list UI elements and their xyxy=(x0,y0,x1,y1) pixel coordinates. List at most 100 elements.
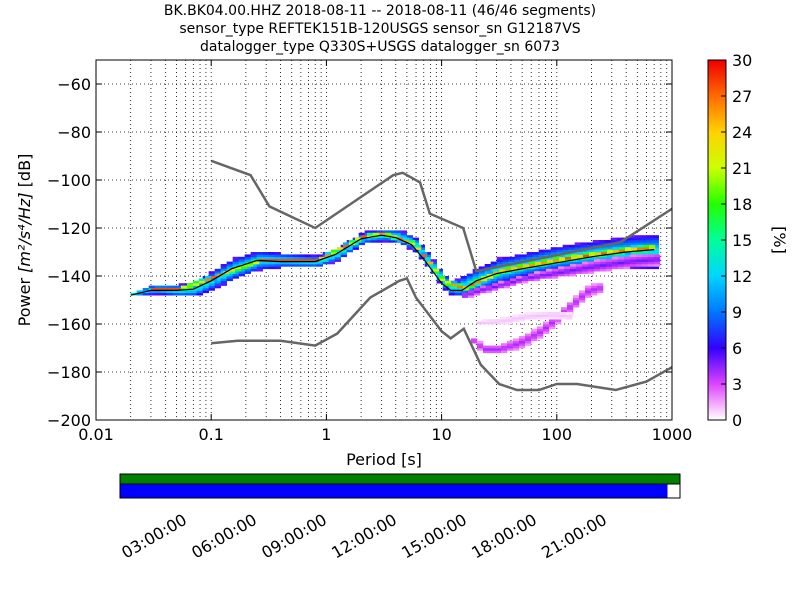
density-cell xyxy=(294,259,302,262)
density-cell xyxy=(641,256,649,260)
density-cell xyxy=(587,264,595,267)
density-cell xyxy=(262,261,269,265)
density-cell xyxy=(274,266,281,270)
density-cell xyxy=(192,280,200,284)
density-cell xyxy=(232,259,239,262)
density-cell xyxy=(514,256,521,260)
density-cell xyxy=(426,261,434,265)
density-cell xyxy=(551,271,559,274)
density-cell xyxy=(561,309,568,313)
density-cell xyxy=(642,244,650,248)
density-cell xyxy=(328,256,335,260)
density-cell xyxy=(462,288,470,291)
density-cell xyxy=(430,261,437,265)
density-cell xyxy=(448,288,455,291)
mode-curve xyxy=(130,234,655,296)
density-cell xyxy=(408,242,416,246)
density-cell xyxy=(617,256,625,260)
density-cell xyxy=(624,252,632,255)
density-cell xyxy=(467,292,475,296)
density-cell xyxy=(563,268,571,272)
density-cell xyxy=(545,271,553,274)
density-cell xyxy=(330,249,338,253)
density-cell xyxy=(491,288,499,291)
density-cell xyxy=(226,278,233,282)
density-cell xyxy=(592,242,599,246)
density-cell xyxy=(580,244,587,248)
density-cell xyxy=(575,271,583,274)
density-cell xyxy=(562,247,569,250)
y-tick-label: −200 xyxy=(47,411,91,430)
density-cell xyxy=(576,254,584,258)
density-cell xyxy=(641,264,649,267)
density-cell xyxy=(544,264,551,267)
density-cell xyxy=(196,288,203,291)
density-cell xyxy=(606,249,614,253)
density-cell xyxy=(477,343,484,346)
density-cell xyxy=(610,240,617,243)
density-cell xyxy=(503,280,511,284)
density-cell xyxy=(178,290,185,294)
density-cell xyxy=(190,290,197,294)
density-cell xyxy=(316,264,323,267)
density-cell xyxy=(298,256,305,260)
density-cell xyxy=(498,268,506,272)
density-cell xyxy=(494,321,501,325)
density-cell xyxy=(192,283,200,286)
density-cell xyxy=(298,254,305,258)
density-cell xyxy=(484,264,491,267)
density-cell xyxy=(400,230,407,234)
density-cell xyxy=(496,256,503,260)
density-cell xyxy=(502,256,509,260)
density-cell xyxy=(310,254,317,258)
density-cell xyxy=(466,288,473,291)
density-cell xyxy=(256,261,263,265)
density-cell xyxy=(515,280,523,284)
density-cell xyxy=(262,266,269,270)
density-cell xyxy=(652,237,659,241)
density-cell xyxy=(474,283,482,286)
density-cell xyxy=(513,345,520,349)
density-cell xyxy=(542,312,549,315)
density-cell xyxy=(348,240,356,243)
density-cell xyxy=(483,350,490,354)
density-cell xyxy=(202,283,209,286)
density-cell xyxy=(544,252,551,255)
density-cell xyxy=(406,235,413,238)
density-cell xyxy=(561,307,568,310)
density-cell xyxy=(634,252,641,255)
density-cell xyxy=(485,288,493,291)
density-cell xyxy=(546,259,554,262)
density-cell xyxy=(496,278,503,282)
density-cell xyxy=(538,268,545,272)
chart-title-line-2: sensor_type REFTEK151B-120USGS sensor_sn… xyxy=(179,21,581,37)
density-cell xyxy=(518,316,525,320)
density-cell xyxy=(256,256,263,260)
x-tick-label: 1000 xyxy=(652,425,693,444)
density-cell xyxy=(310,256,317,260)
density-cell xyxy=(646,240,653,243)
density-cell xyxy=(222,273,230,277)
chart-title-line-3: datalogger_type Q330S+USGS datalogger_sn… xyxy=(200,39,560,55)
density-cell xyxy=(418,247,425,250)
density-cell xyxy=(304,264,311,267)
density-cell xyxy=(653,261,661,265)
density-cell xyxy=(238,268,245,272)
density-cell xyxy=(537,336,544,339)
density-cell xyxy=(370,230,377,234)
density-cell xyxy=(519,343,526,346)
density-cell xyxy=(244,259,251,262)
density-cell xyxy=(622,254,629,258)
density-cell xyxy=(605,259,613,262)
density-cell xyxy=(360,237,368,241)
density-cell xyxy=(438,276,446,279)
density-cell xyxy=(503,285,511,289)
density-cell xyxy=(346,247,353,250)
density-cell xyxy=(280,256,287,260)
density-cell xyxy=(622,244,629,248)
density-cell xyxy=(653,264,661,267)
density-cell xyxy=(636,244,644,248)
density-cell xyxy=(148,292,155,296)
density-cell xyxy=(537,333,544,337)
